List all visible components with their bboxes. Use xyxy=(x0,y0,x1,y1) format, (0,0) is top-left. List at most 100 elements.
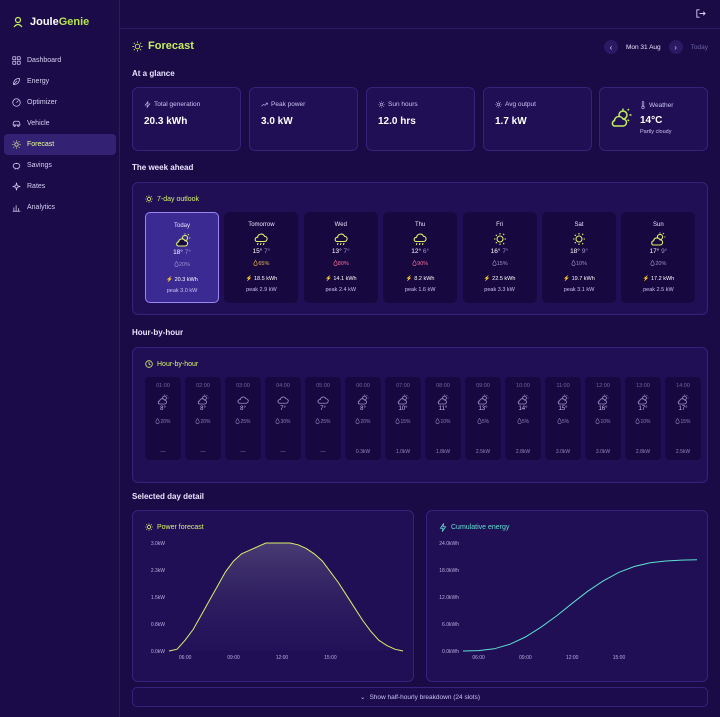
hour-time: 14:00 xyxy=(676,383,690,389)
hour-card: 10:00 14° 5% 2.8kW xyxy=(505,377,541,460)
stat-label: Sun hours xyxy=(378,101,418,108)
hour-rain: 15% xyxy=(665,417,701,425)
hour-rain: 20% xyxy=(345,417,381,425)
sidebar-item-rates[interactable]: Rates xyxy=(4,176,116,197)
day-card[interactable]: Fri 16° 7° 15% ⚡ 22.5 kWh peak 3.3 kW xyxy=(462,212,537,303)
sidebar-item-vehicle[interactable]: Vehicle xyxy=(4,113,116,134)
sidebar-item-label: Optimizer xyxy=(27,99,57,106)
partly-cloudy-icon xyxy=(197,394,209,405)
gauge-icon xyxy=(12,98,21,107)
sidebar-item-energy[interactable]: Energy xyxy=(4,71,116,92)
sun-icon xyxy=(573,233,585,245)
hour-temp: 13° xyxy=(478,406,488,412)
hour-card: 04:00 7° 30% — xyxy=(265,377,301,460)
day-name: Thu xyxy=(415,222,426,228)
raindrop-icon xyxy=(276,417,280,424)
day-kwh: ⚡ 8.2 kWh xyxy=(405,276,435,282)
bar-chart-icon xyxy=(12,205,21,212)
day-card[interactable]: Tomorrow 15° 7° 65% ⚡ 18.5 kWh peak 2.9 kW xyxy=(224,212,299,303)
hour-time: 03:00 xyxy=(236,383,250,389)
date-navigator: ‹ Mon 31 Aug › Today xyxy=(603,40,708,54)
hour-rain: 5% xyxy=(505,417,541,425)
prev-day-button[interactable]: ‹ xyxy=(603,40,618,54)
day-temps: 18° 9° xyxy=(570,248,588,255)
sidebar-item-optimizer[interactable]: Optimizer xyxy=(4,92,116,113)
genie-logo-icon xyxy=(13,16,23,28)
stat-label: Total generation xyxy=(144,101,200,108)
day-rain: 20% xyxy=(146,260,218,268)
partly-cloudy-icon xyxy=(557,394,569,405)
day-name: Tomorrow xyxy=(248,222,275,228)
day-rain: 20% xyxy=(621,259,695,267)
sidebar-item-forecast[interactable]: Forecast xyxy=(4,134,116,155)
today-button[interactable]: Today xyxy=(690,43,708,51)
app-name: JouleGenie xyxy=(30,16,90,28)
x-tick-label: 06:00 xyxy=(179,655,192,661)
stat-label: Avg output xyxy=(495,101,536,108)
raindrop-icon xyxy=(412,259,417,266)
cumulative-energy-chart: 0.0kWh 6.0kWh 12.0kWh 18.0kWh 24.0kWh 06:00 09… xyxy=(439,541,698,661)
section-heading-glance: At a glance xyxy=(132,69,175,78)
power-forecast-title: Power forecast xyxy=(145,523,204,531)
partly-cloudy-icon xyxy=(357,394,369,405)
day-temps: 15° 7° xyxy=(252,248,271,255)
sidebar-item-label: Dashboard xyxy=(27,57,62,64)
stat-value: 12.0 hrs xyxy=(378,116,416,127)
section-heading-detail: Selected day detail xyxy=(132,492,205,501)
sidebar-nav: Dashboard Energy Optimizer Vehicle Forecast S… xyxy=(4,50,116,218)
day-weather xyxy=(650,232,666,246)
hour-power: 0.3kW xyxy=(355,449,371,455)
day-temps: 17° 9° xyxy=(649,248,668,255)
y-tick-label: 0.0kWh xyxy=(442,649,459,655)
y-tick-label: 2.3kW xyxy=(151,568,165,574)
day-card[interactable]: Wed 13° 7° 80% ⚡ 14.1 kWh peak 2.4 kW xyxy=(303,212,378,303)
area-fill xyxy=(169,543,403,651)
day-card[interactable]: Thu 12° 6° 90% ⚡ 8.2 kWh peak 1.6 kW xyxy=(383,212,458,303)
rain-icon xyxy=(255,233,268,246)
day-card[interactable]: Sat 18° 9° 10% ⚡ 19.7 kWh peak 3.1 kW xyxy=(542,212,616,303)
weather-desc: Partly cloudy xyxy=(640,129,672,135)
thermometer-icon xyxy=(641,101,645,109)
day-kwh: ⚡ 17.2 kWh xyxy=(642,276,675,282)
hour-card: 13:00 17° 10% 2.8kW xyxy=(625,377,661,460)
logout-icon[interactable] xyxy=(695,8,706,19)
sparkle-icon xyxy=(12,182,21,191)
sidebar-item-analytics[interactable]: Analytics xyxy=(4,197,116,218)
leaf-icon xyxy=(13,78,20,85)
hour-rain: 10% xyxy=(585,417,621,425)
hourly-card: Hour-by-hour 01:00 8° 20% —02:00 8° 20% —03:00… xyxy=(132,347,708,483)
sun-icon xyxy=(145,523,153,531)
hour-card: 09:00 13° 5% 2.5kW xyxy=(465,377,501,460)
day-card[interactable]: Sun 17° 9° 20% ⚡ 17.2 kWh peak 2.5 kW xyxy=(621,212,696,303)
hour-time: 08:00 xyxy=(436,383,450,389)
hour-weather xyxy=(397,392,409,405)
hour-time: 13:00 xyxy=(636,383,650,389)
app-logo[interactable]: JouleGenie xyxy=(12,16,89,28)
hour-time: 05:00 xyxy=(316,383,330,389)
y-tick-label: 3.0kW xyxy=(151,541,165,547)
hour-rain: 5% xyxy=(545,417,581,425)
raindrop-icon xyxy=(477,417,482,424)
x-tick-label: 12:00 xyxy=(276,655,289,661)
day-temps: 13° 7° xyxy=(331,248,350,255)
next-day-button[interactable]: › xyxy=(668,40,683,54)
hour-weather xyxy=(637,392,649,405)
day-kwh: ⚡ 22.5 kWh xyxy=(483,276,516,282)
hour-power: — xyxy=(160,449,166,455)
sidebar-item-savings[interactable]: Savings xyxy=(4,155,116,176)
day-temps: 12° 6° xyxy=(411,248,430,255)
sidebar-item-dashboard[interactable]: Dashboard xyxy=(4,50,116,71)
y-tick-label: 18.0kWh xyxy=(439,568,459,574)
hour-rain: 20% xyxy=(185,417,221,425)
stat-card: Peak power 3.0 kW xyxy=(249,87,358,151)
x-tick-label: 09:00 xyxy=(519,655,532,661)
raindrop-icon xyxy=(156,417,160,424)
day-card[interactable]: Today 18° 7° 20% ⚡ 20.3 kWh peak 3.0 kW xyxy=(145,212,219,303)
power-forecast-card: Power forecast 0.0kW 0.8kW 1.5kW 2.3kW 3.0kW… xyxy=(132,510,414,682)
raindrop-icon xyxy=(356,417,360,424)
current-date: Mon 31 Aug xyxy=(625,43,661,51)
show-breakdown-button[interactable]: ⌄ Show half-hourly breakdown (24 slots) xyxy=(132,687,708,707)
hour-temp: 15° xyxy=(558,406,568,412)
hour-weather xyxy=(597,392,609,405)
raindrop-icon xyxy=(557,417,562,424)
